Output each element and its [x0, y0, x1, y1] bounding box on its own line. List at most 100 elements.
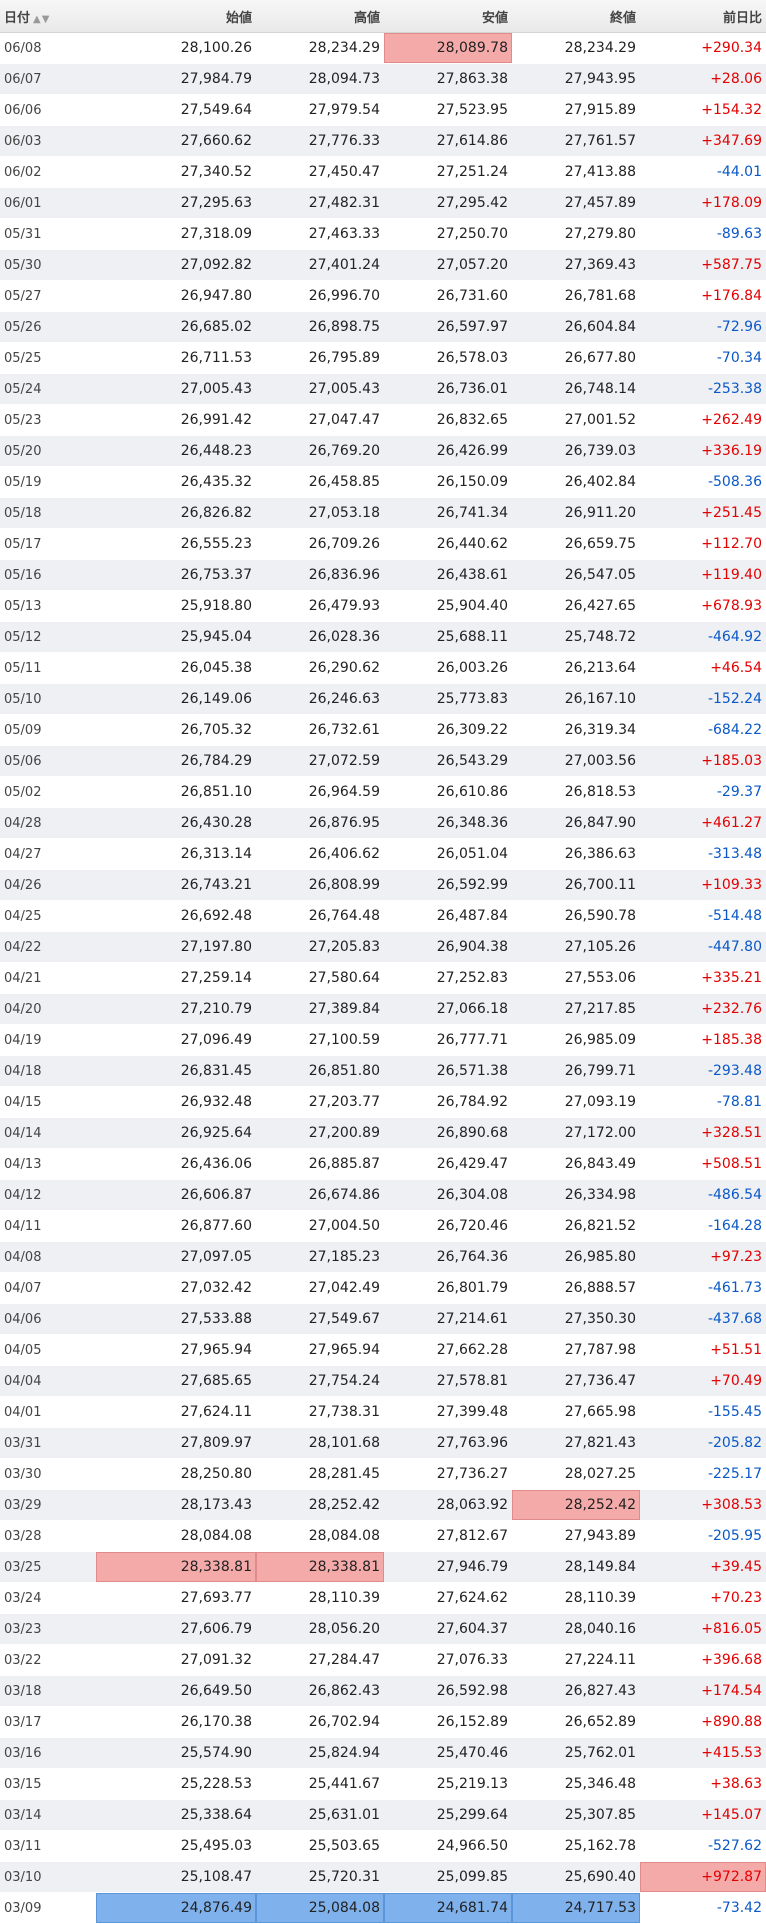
- table-row[interactable]: 06/08 28,100.26 28,234.29 28,089.78 28,234.2…: [0, 32, 766, 64]
- cell-change: +508.51: [640, 1148, 766, 1180]
- table-row[interactable]: 03/24 27,693.77 28,110.39 27,624.62 28,110.3…: [0, 1582, 766, 1614]
- cell-close: 27,787.98: [512, 1334, 640, 1366]
- table-row[interactable]: 05/19 26,435.32 26,458.85 26,150.09 26,402.8…: [0, 466, 766, 498]
- cell-open: 27,097.05: [96, 1241, 256, 1273]
- table-row[interactable]: 04/27 26,313.14 26,406.62 26,051.04 26,386.6…: [0, 838, 766, 870]
- cell-close: 27,457.89: [512, 187, 640, 219]
- table-row[interactable]: 05/20 26,448.23 26,769.20 26,426.99 26,739.0…: [0, 435, 766, 467]
- table-row[interactable]: 03/28 28,084.08 28,084.08 27,812.67 27,943.8…: [0, 1520, 766, 1552]
- table-row[interactable]: 03/22 27,091.32 27,284.47 27,076.33 27,224.1…: [0, 1644, 766, 1676]
- table-row[interactable]: 03/25 28,338.81 28,338.81 27,946.79 28,149.8…: [0, 1551, 766, 1583]
- cell-high: 27,053.18: [256, 497, 384, 529]
- cell-close: 26,748.14: [512, 373, 640, 405]
- table-row[interactable]: 05/13 25,918.80 26,479.93 25,904.40 26,427.6…: [0, 590, 766, 622]
- table-row[interactable]: 04/25 26,692.48 26,764.48 26,487.84 26,590.7…: [0, 900, 766, 932]
- table-row[interactable]: 05/02 26,851.10 26,964.59 26,610.86 26,818.5…: [0, 776, 766, 808]
- table-row[interactable]: 04/12 26,606.87 26,674.86 26,304.08 26,334.9…: [0, 1179, 766, 1211]
- table-row[interactable]: 06/07 27,984.79 28,094.73 27,863.38 27,943.9…: [0, 63, 766, 95]
- cell-close: 26,547.05: [512, 559, 640, 591]
- table-row[interactable]: 04/19 27,096.49 27,100.59 26,777.71 26,985.0…: [0, 1024, 766, 1056]
- table-row[interactable]: 03/10 25,108.47 25,720.31 25,099.85 25,690.4…: [0, 1861, 766, 1893]
- table-row[interactable]: 05/24 27,005.43 27,005.43 26,736.01 26,748.1…: [0, 373, 766, 405]
- table-row[interactable]: 05/16 26,753.37 26,836.96 26,438.61 26,547.0…: [0, 559, 766, 591]
- sort-arrows-icon[interactable]: ▲▼: [33, 13, 51, 25]
- cell-change: +174.54: [640, 1675, 766, 1707]
- table-row[interactable]: 05/25 26,711.53 26,795.89 26,578.03 26,677.8…: [0, 342, 766, 374]
- header-close[interactable]: 終値: [512, 0, 640, 33]
- cell-high: 28,101.68: [256, 1427, 384, 1459]
- cell-high: 26,246.63: [256, 683, 384, 715]
- table-row[interactable]: 04/15 26,932.48 27,203.77 26,784.92 27,093.1…: [0, 1086, 766, 1118]
- cell-close: 28,027.25: [512, 1458, 640, 1490]
- table-row[interactable]: 03/31 27,809.97 28,101.68 27,763.96 27,821.4…: [0, 1427, 766, 1459]
- cell-date: 04/11: [0, 1210, 96, 1242]
- cell-close: 26,985.09: [512, 1024, 640, 1056]
- header-high[interactable]: 高値: [256, 0, 384, 33]
- header-open[interactable]: 始値: [96, 0, 256, 33]
- table-row[interactable]: 04/04 27,685.65 27,754.24 27,578.81 27,736.4…: [0, 1365, 766, 1397]
- header-change[interactable]: 前日比: [640, 0, 766, 33]
- cell-close: 26,781.68: [512, 280, 640, 312]
- cell-date: 03/30: [0, 1458, 96, 1490]
- table-row[interactable]: 04/14 26,925.64 27,200.89 26,890.68 27,172.0…: [0, 1117, 766, 1149]
- cell-change: +262.49: [640, 404, 766, 436]
- table-row[interactable]: 03/30 28,250.80 28,281.45 27,736.27 28,027.2…: [0, 1458, 766, 1490]
- table-row[interactable]: 04/07 27,032.42 27,042.49 26,801.79 26,888.5…: [0, 1272, 766, 1304]
- table-row[interactable]: 04/08 27,097.05 27,185.23 26,764.36 26,985.8…: [0, 1241, 766, 1273]
- table-row[interactable]: 05/09 26,705.32 26,732.61 26,309.22 26,319.3…: [0, 714, 766, 746]
- table-row[interactable]: 03/15 25,228.53 25,441.67 25,219.13 25,346.4…: [0, 1768, 766, 1800]
- cell-open: 26,932.48: [96, 1086, 256, 1118]
- table-row[interactable]: 03/09 24,876.49 25,084.08 24,681.74 24,717.5…: [0, 1892, 766, 1924]
- table-row[interactable]: 05/23 26,991.42 27,047.47 26,832.65 27,001.5…: [0, 404, 766, 436]
- cell-high: 28,234.29: [256, 32, 384, 64]
- table-row[interactable]: 06/02 27,340.52 27,450.47 27,251.24 27,413.8…: [0, 156, 766, 188]
- cell-open: 27,210.79: [96, 993, 256, 1025]
- table-row[interactable]: 04/01 27,624.11 27,738.31 27,399.48 27,665.9…: [0, 1396, 766, 1428]
- cell-open: 25,918.80: [96, 590, 256, 622]
- cell-low: 26,440.62: [384, 528, 512, 560]
- cell-high: 27,965.94: [256, 1334, 384, 1366]
- table-row[interactable]: 03/11 25,495.03 25,503.65 24,966.50 25,162.7…: [0, 1830, 766, 1862]
- table-row[interactable]: 05/11 26,045.38 26,290.62 26,003.26 26,213.6…: [0, 652, 766, 684]
- cell-close: 25,748.72: [512, 621, 640, 653]
- table-row[interactable]: 04/13 26,436.06 26,885.87 26,429.47 26,843.4…: [0, 1148, 766, 1180]
- table-row[interactable]: 05/31 27,318.09 27,463.33 27,250.70 27,279.8…: [0, 218, 766, 250]
- table-row[interactable]: 04/22 27,197.80 27,205.83 26,904.38 27,105.2…: [0, 931, 766, 963]
- table-row[interactable]: 04/18 26,831.45 26,851.80 26,571.38 26,799.7…: [0, 1055, 766, 1087]
- table-row[interactable]: 04/20 27,210.79 27,389.84 27,066.18 27,217.8…: [0, 993, 766, 1025]
- table-row[interactable]: 04/11 26,877.60 27,004.50 26,720.46 26,821.5…: [0, 1210, 766, 1242]
- cell-date: 05/25: [0, 342, 96, 374]
- table-row[interactable]: 05/18 26,826.82 27,053.18 26,741.34 26,911.2…: [0, 497, 766, 529]
- table-row[interactable]: 03/17 26,170.38 26,702.94 26,152.89 26,652.8…: [0, 1706, 766, 1738]
- table-row[interactable]: 05/17 26,555.23 26,709.26 26,440.62 26,659.7…: [0, 528, 766, 560]
- table-row[interactable]: 04/26 26,743.21 26,808.99 26,592.99 26,700.1…: [0, 869, 766, 901]
- table-row[interactable]: 03/18 26,649.50 26,862.43 26,592.98 26,827.4…: [0, 1675, 766, 1707]
- cell-open: 27,318.09: [96, 218, 256, 250]
- cell-open: 28,250.80: [96, 1458, 256, 1490]
- cell-date: 05/31: [0, 218, 96, 250]
- table-row[interactable]: 05/12 25,945.04 26,028.36 25,688.11 25,748.7…: [0, 621, 766, 653]
- table-row[interactable]: 04/28 26,430.28 26,876.95 26,348.36 26,847.9…: [0, 807, 766, 839]
- table-row[interactable]: 04/06 27,533.88 27,549.67 27,214.61 27,350.3…: [0, 1303, 766, 1335]
- table-row[interactable]: 04/05 27,965.94 27,965.94 27,662.28 27,787.9…: [0, 1334, 766, 1366]
- table-row[interactable]: 03/14 25,338.64 25,631.01 25,299.64 25,307.8…: [0, 1799, 766, 1831]
- table-row[interactable]: 05/27 26,947.80 26,996.70 26,731.60 26,781.6…: [0, 280, 766, 312]
- cell-date: 04/27: [0, 838, 96, 870]
- header-date[interactable]: 日付 ▲▼: [0, 0, 96, 33]
- table-row[interactable]: 05/10 26,149.06 26,246.63 25,773.83 26,167.1…: [0, 683, 766, 715]
- table-row[interactable]: 05/06 26,784.29 27,072.59 26,543.29 27,003.5…: [0, 745, 766, 777]
- table-row[interactable]: 05/26 26,685.02 26,898.75 26,597.97 26,604.8…: [0, 311, 766, 343]
- table-row[interactable]: 05/30 27,092.82 27,401.24 27,057.20 27,369.4…: [0, 249, 766, 281]
- cell-low: 26,348.36: [384, 807, 512, 839]
- table-row[interactable]: 04/21 27,259.14 27,580.64 27,252.83 27,553.0…: [0, 962, 766, 994]
- cell-low: 27,662.28: [384, 1334, 512, 1366]
- table-row[interactable]: 03/29 28,173.43 28,252.42 28,063.92 28,252.4…: [0, 1489, 766, 1521]
- cell-date: 04/26: [0, 869, 96, 901]
- table-row[interactable]: 03/16 25,574.90 25,824.94 25,470.46 25,762.0…: [0, 1737, 766, 1769]
- table-row[interactable]: 03/23 27,606.79 28,056.20 27,604.37 28,040.1…: [0, 1613, 766, 1645]
- table-row[interactable]: 06/06 27,549.64 27,979.54 27,523.95 27,915.8…: [0, 94, 766, 126]
- table-row[interactable]: 06/03 27,660.62 27,776.33 27,614.86 27,761.5…: [0, 125, 766, 157]
- table-row[interactable]: 06/01 27,295.63 27,482.31 27,295.42 27,457.8…: [0, 187, 766, 219]
- cell-close: 28,234.29: [512, 32, 640, 64]
- header-low[interactable]: 安値: [384, 0, 512, 33]
